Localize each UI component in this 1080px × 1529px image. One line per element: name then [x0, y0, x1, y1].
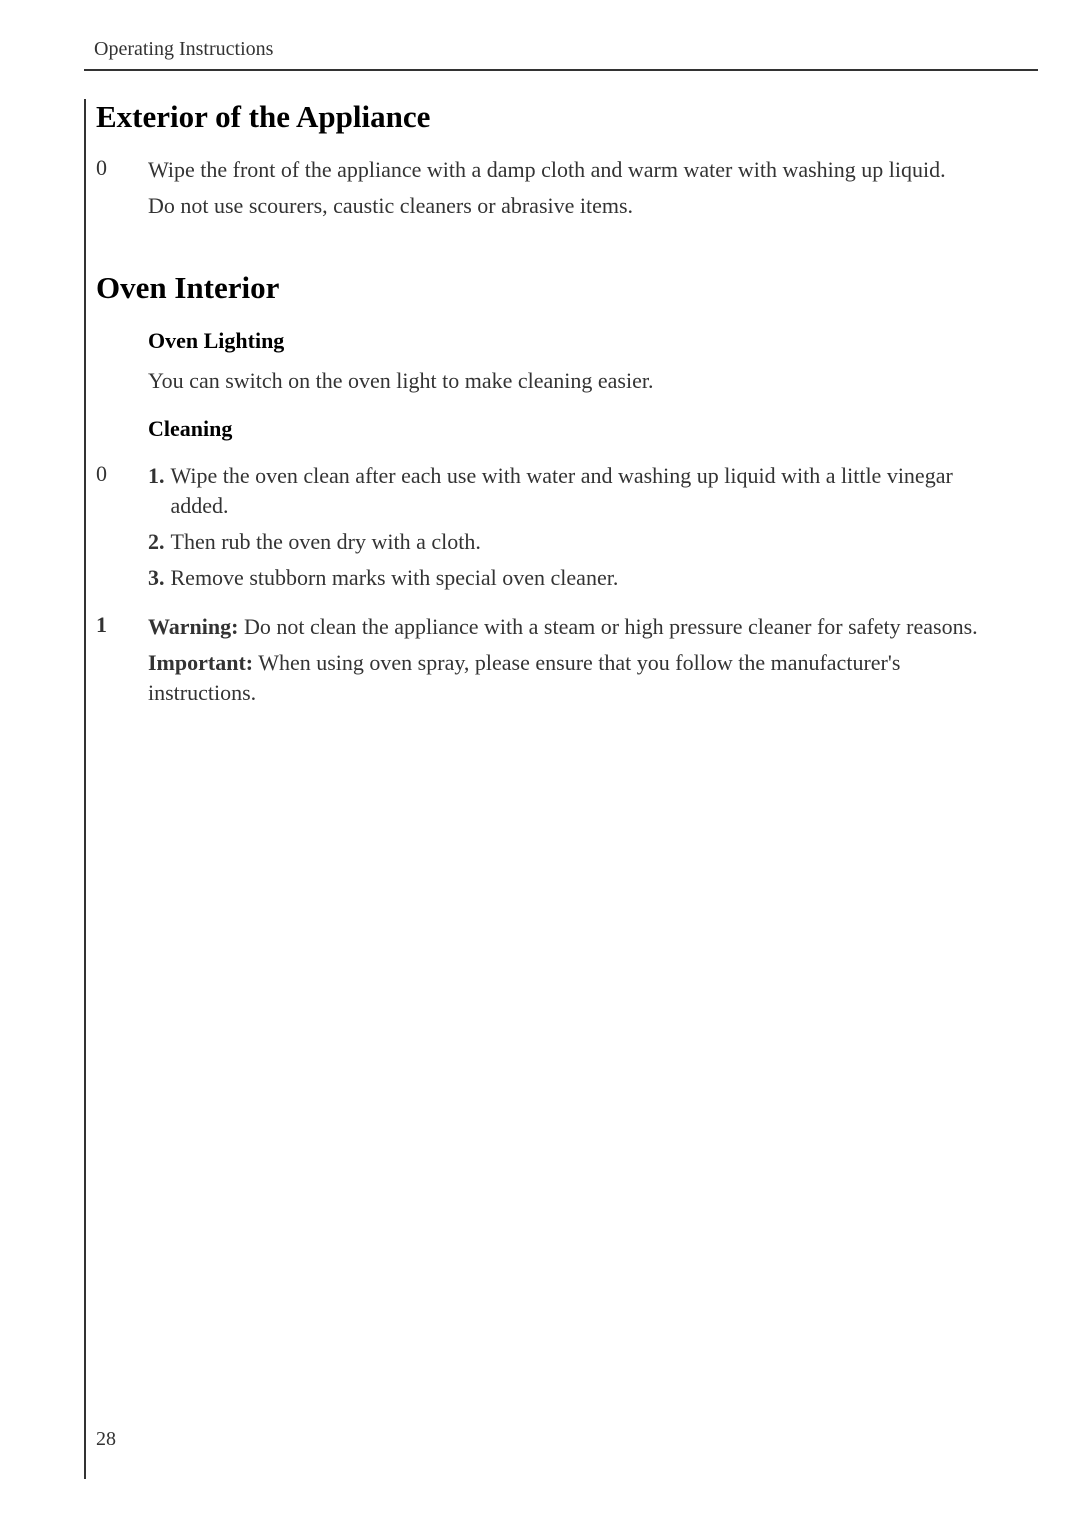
- margin-marker: 0: [86, 155, 148, 226]
- lighting-text: You can switch on the oven light to make…: [148, 366, 998, 396]
- item-text: Remove stubborn marks with special oven …: [171, 563, 999, 593]
- warning-para: Warning: Do not clean the appliance with…: [148, 612, 998, 642]
- exterior-line2: Do not use scourers, caustic cleaners or…: [148, 191, 998, 221]
- margin-empty: [86, 326, 148, 453]
- cleaning-list: 1. Wipe the oven clean after each use wi…: [148, 461, 1038, 598]
- list-item: 3. Remove stubborn marks with special ov…: [148, 563, 998, 593]
- oven-lighting-text: Oven Lighting You can switch on the oven…: [148, 326, 1038, 453]
- item-number: 2.: [148, 527, 165, 557]
- exterior-block: 0 Wipe the front of the appliance with a…: [86, 155, 1038, 226]
- warning-body: Do not clean the appliance with a steam …: [238, 614, 977, 639]
- content-area: Exterior of the Appliance 0 Wipe the fro…: [84, 99, 1038, 1479]
- list-item: 1. Wipe the oven clean after each use wi…: [148, 461, 998, 520]
- sub-heading-lighting: Oven Lighting: [148, 326, 998, 356]
- warning-label: Warning:: [148, 614, 238, 639]
- exterior-line1: Wipe the front of the appliance with a d…: [148, 155, 998, 185]
- cleaning-block: 0 1. Wipe the oven clean after each use …: [86, 461, 1038, 598]
- important-body: When using oven spray, please ensure tha…: [148, 650, 900, 705]
- list-item: 2. Then rub the oven dry with a cloth.: [148, 527, 998, 557]
- page: Operating Instructions Exterior of the A…: [0, 0, 1080, 1529]
- sub-heading-cleaning: Cleaning: [148, 414, 998, 444]
- important-label: Important:: [148, 650, 253, 675]
- item-text: Then rub the oven dry with a cloth.: [171, 527, 999, 557]
- exterior-text: Wipe the front of the appliance with a d…: [148, 155, 1038, 226]
- item-number: 3.: [148, 563, 165, 593]
- warning-block: 1 Warning: Do not clean the appliance wi…: [86, 612, 1038, 713]
- warning-text-col: Warning: Do not clean the appliance with…: [148, 612, 1038, 713]
- item-number: 1.: [148, 461, 165, 520]
- header-rule: [84, 69, 1038, 71]
- margin-marker-warning: 1: [86, 612, 148, 713]
- page-number: 28: [96, 1428, 116, 1451]
- oven-lighting-block: Oven Lighting You can switch on the oven…: [86, 326, 1038, 453]
- item-text: Wipe the oven clean after each use with …: [171, 461, 999, 520]
- section-title-interior: Oven Interior: [96, 270, 1038, 306]
- section-title-exterior: Exterior of the Appliance: [96, 99, 1038, 135]
- margin-marker-cleaning: 0: [86, 461, 148, 598]
- important-para: Important: When using oven spray, please…: [148, 648, 998, 707]
- running-header: Operating Instructions: [94, 38, 1038, 61]
